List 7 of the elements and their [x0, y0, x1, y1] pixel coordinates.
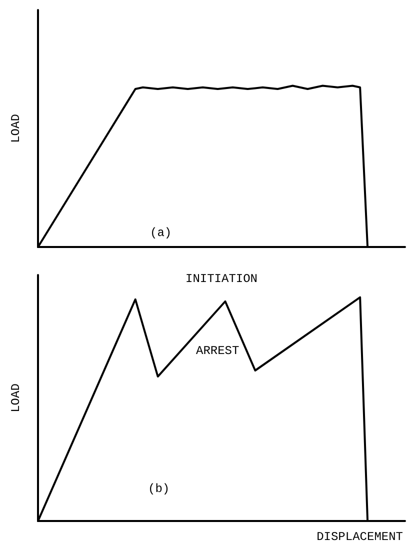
y-axis-title: LOAD	[9, 114, 23, 143]
annotation: ARREST	[196, 344, 240, 358]
annotation: (a)	[150, 226, 172, 240]
x-axis-title: DISPLACEMENT	[316, 530, 403, 544]
x-axis-title: INITIATION	[185, 272, 258, 286]
annotation: (b)	[148, 482, 170, 496]
y-axis-title: LOAD	[9, 384, 23, 412]
